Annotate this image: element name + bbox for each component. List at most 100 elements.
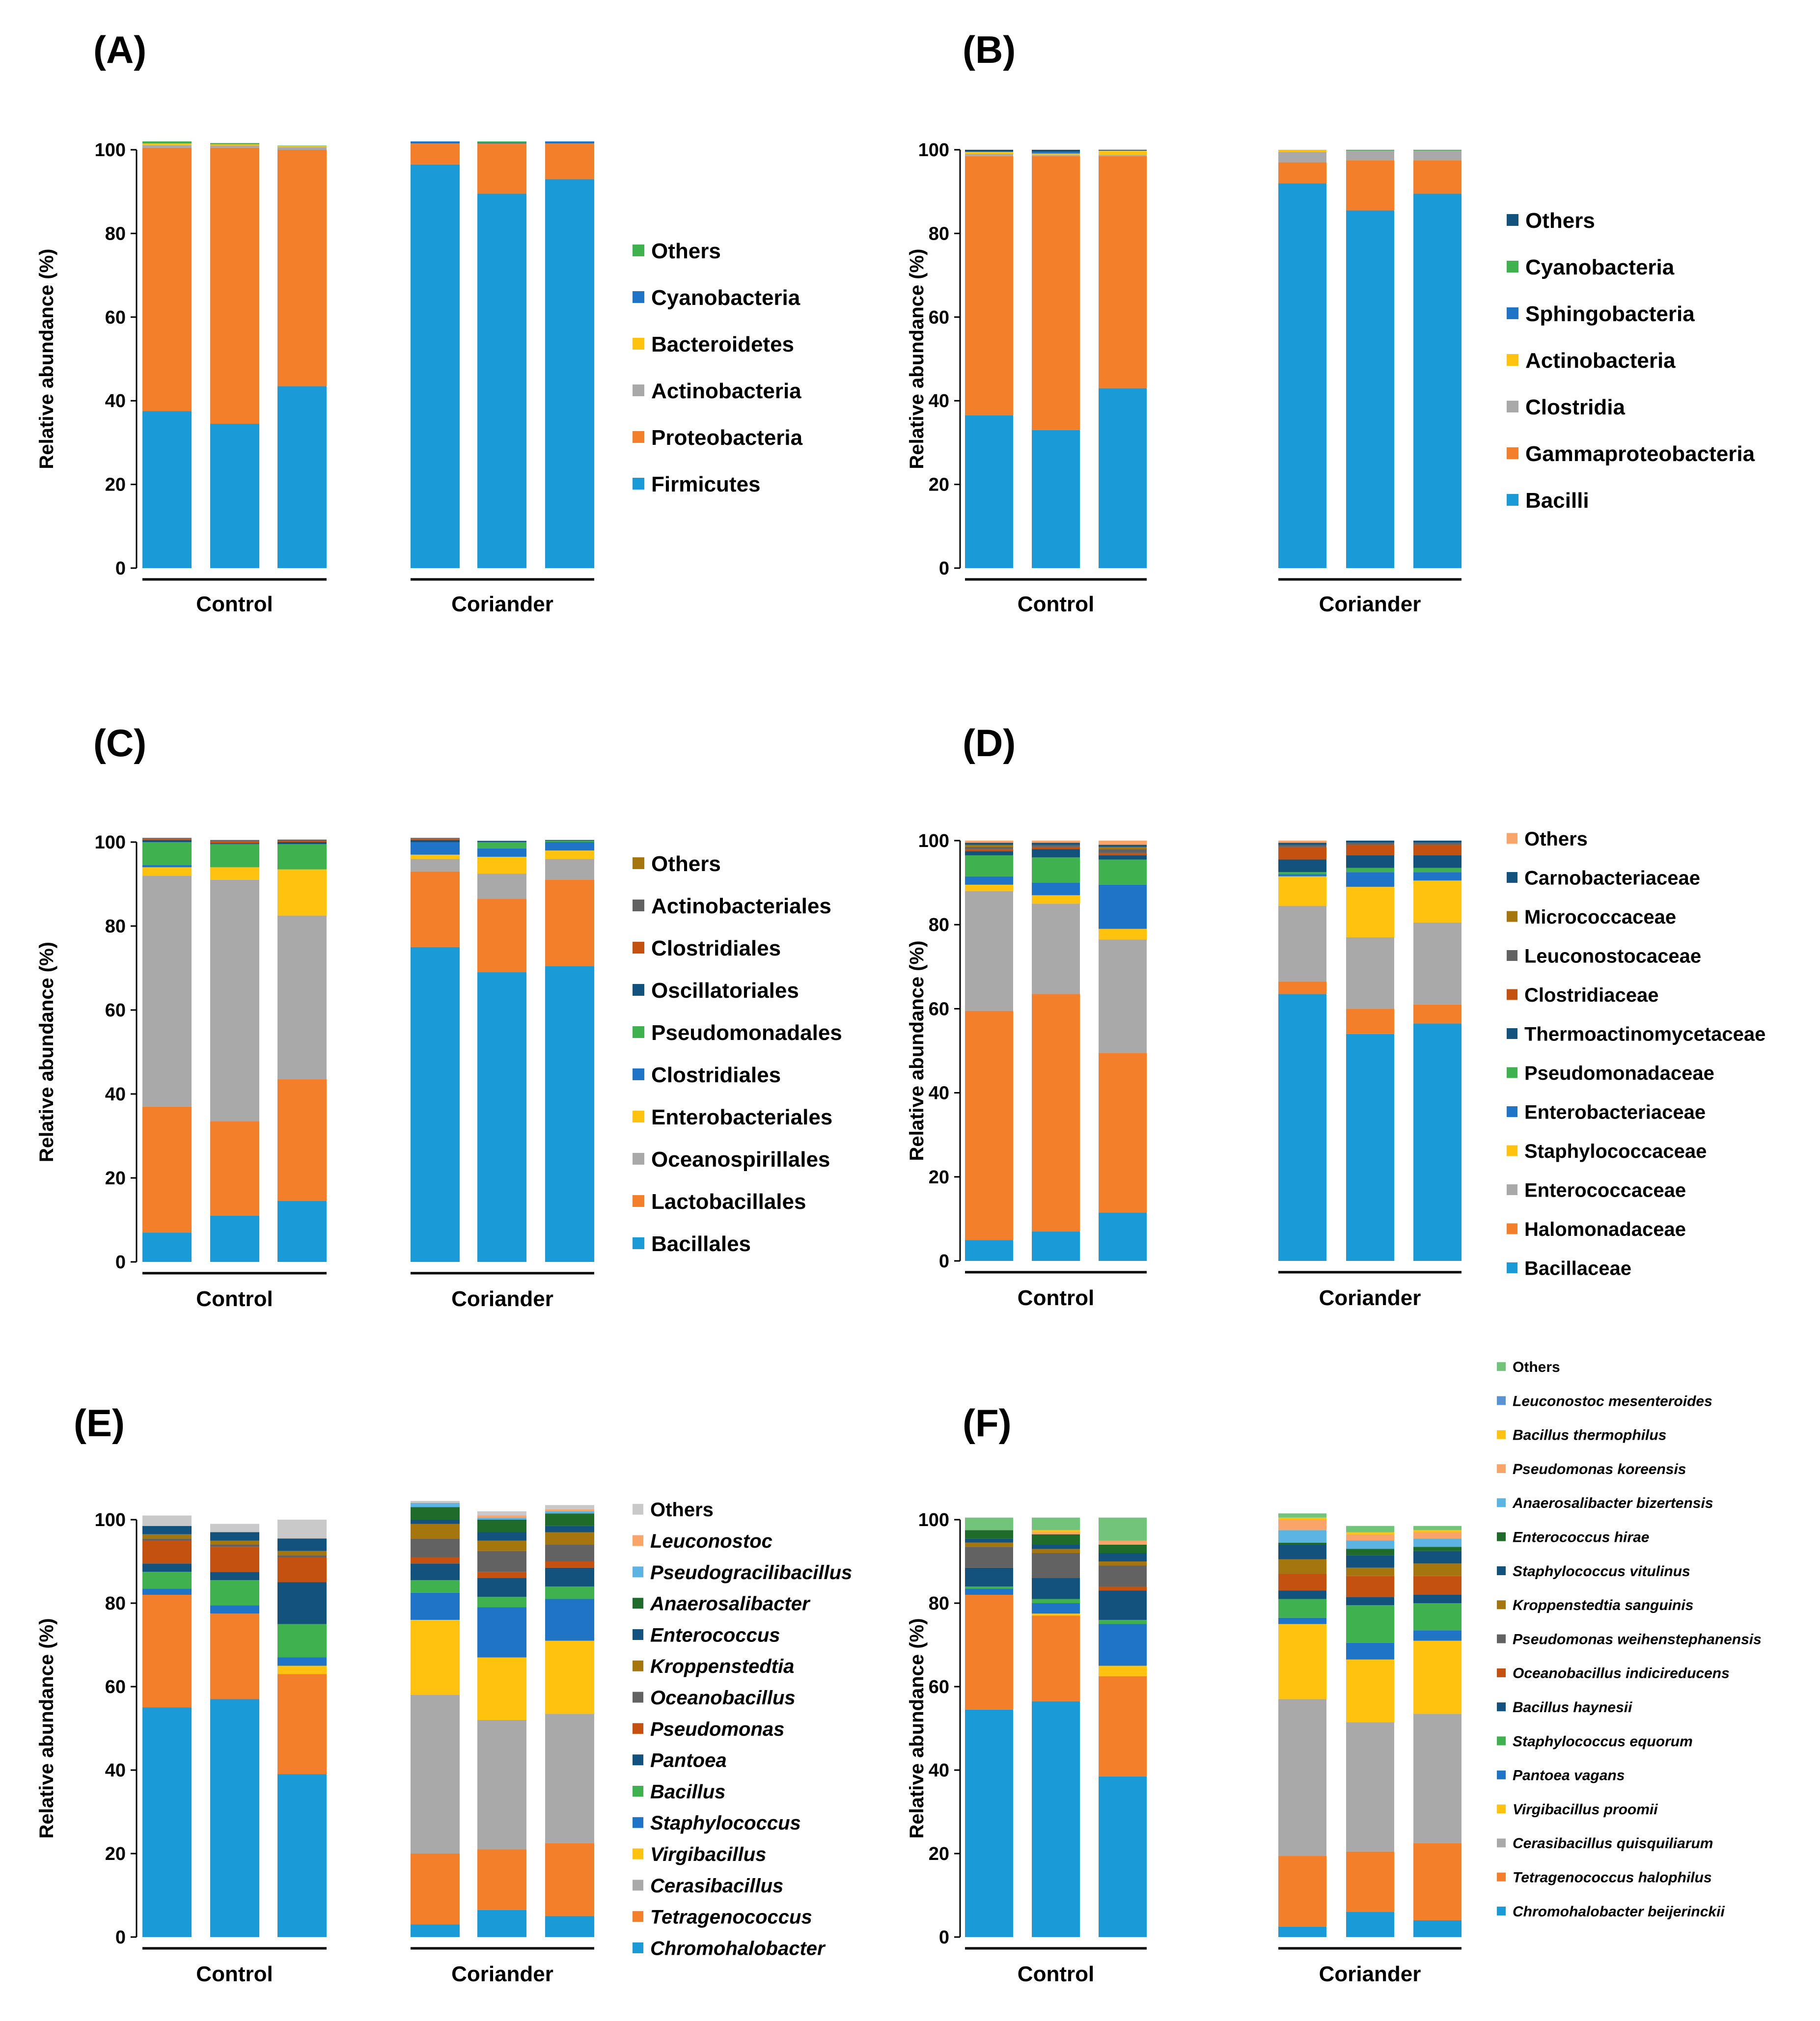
bar-segment — [1413, 1576, 1462, 1595]
bar-segment — [1346, 1534, 1394, 1541]
group-label: Coriander — [451, 1287, 553, 1311]
legend-swatch — [633, 1723, 643, 1734]
bar-segment — [411, 1592, 460, 1620]
bar-segment — [545, 1505, 594, 1509]
legend-swatch — [1507, 1184, 1517, 1195]
legend-swatch — [633, 857, 644, 869]
bar-segment — [1032, 994, 1080, 1232]
legend-label: Virgibacillus — [650, 1844, 766, 1865]
legend-swatch — [1497, 1804, 1506, 1814]
legend-label: Others — [1525, 209, 1595, 233]
legend-label: Enterobacteriaceae — [1524, 1101, 1706, 1123]
legend-swatch — [633, 478, 644, 490]
legend-swatch — [633, 384, 644, 396]
bar-segment — [1099, 853, 1147, 855]
legend-swatch — [633, 1535, 643, 1546]
bar-segment — [1413, 868, 1462, 873]
legend-swatch — [1497, 1907, 1506, 1915]
panel-0: (A) Relative abundance (%) 0 20 40 60 80 100 Con… — [36, 28, 803, 616]
bar-segment — [1099, 1212, 1147, 1261]
legend-swatch — [1507, 1145, 1517, 1156]
bar-segment — [210, 844, 259, 868]
legend-label: Actinobacteriales — [651, 894, 831, 918]
bar-segment — [210, 1613, 259, 1699]
bar-segment — [277, 1520, 327, 1539]
bar-segment — [210, 143, 259, 144]
bar-segment — [411, 1563, 460, 1581]
bar-segment — [210, 1540, 259, 1545]
bar-segment — [965, 845, 1013, 847]
legend-label: Actinobacteria — [1525, 349, 1676, 373]
bar-segment — [1346, 1851, 1394, 1912]
legend-swatch — [1507, 214, 1518, 226]
bar-segment — [545, 141, 594, 144]
bar-segment — [1413, 1530, 1462, 1532]
bar-segment — [411, 1924, 460, 1937]
bar-segment — [545, 850, 594, 859]
bar-segment — [545, 840, 594, 841]
bar-segment — [1099, 1561, 1147, 1566]
legend-label: Enterococcus — [650, 1624, 780, 1646]
y-tick-label: 80 — [929, 915, 949, 935]
legend-label: Staphylococcaceae — [1524, 1141, 1707, 1162]
legend-label: Enterobacteriales — [651, 1105, 832, 1129]
bar-segment — [210, 1215, 259, 1262]
bar-segment — [1278, 1545, 1326, 1559]
bar-segment — [545, 1599, 594, 1641]
y-axis-label: Relative abundance (%) — [906, 248, 928, 469]
bar-segment — [1413, 845, 1462, 855]
bar-segment — [1032, 895, 1080, 904]
bar-segment — [1346, 150, 1394, 161]
bar-segment — [1346, 845, 1394, 855]
y-tick-label: 20 — [929, 1844, 949, 1864]
legend-swatch — [633, 1660, 643, 1671]
legend-label: Bacteroidetes — [651, 332, 794, 356]
bar-segment — [1413, 1920, 1462, 1937]
bar-segment — [411, 839, 460, 840]
bar-segment — [411, 1580, 460, 1593]
legend-label: Kroppenstedtia — [650, 1656, 794, 1677]
bar-segment — [545, 1714, 594, 1843]
bar-segment — [142, 842, 192, 866]
bar-segment — [1346, 1532, 1394, 1534]
bar-segment — [1032, 857, 1080, 883]
bar-segment — [210, 1524, 259, 1532]
bar-segment — [1413, 1004, 1462, 1024]
bar-segment — [1099, 849, 1147, 853]
bar-segment — [210, 1699, 259, 1937]
bar-segment — [1346, 1597, 1394, 1606]
legend-swatch — [1507, 1106, 1517, 1117]
legend-swatch — [1497, 1736, 1506, 1746]
legend-swatch — [633, 1195, 644, 1207]
legend-swatch — [1497, 1770, 1506, 1779]
legend-label: Lactobacillales — [651, 1190, 806, 1214]
bar-segment — [1032, 1517, 1080, 1530]
legend-label: Anaerosalibacter bizertensis — [1512, 1495, 1713, 1511]
bar-segment — [477, 1578, 526, 1597]
legend-swatch — [1497, 1464, 1506, 1474]
bar-segment — [411, 143, 460, 164]
y-tick-label: 0 — [939, 1251, 949, 1272]
legend-label: Pseudogracilibacillus — [650, 1562, 852, 1584]
bar-segment — [1099, 884, 1147, 929]
bar-segment — [477, 1515, 526, 1518]
bar-segment — [477, 972, 526, 1262]
panel-2: (C) Relative abundance (%) 0 20 40 60 80 100 Con… — [36, 721, 842, 1311]
bar-segment — [1099, 1517, 1147, 1541]
bar-segment — [477, 1849, 526, 1910]
bar-segment — [210, 843, 259, 845]
bar-segment — [210, 1532, 259, 1541]
y-tick-label: 80 — [929, 1593, 949, 1614]
bar-segment — [1413, 1714, 1462, 1843]
legend-label: Staphylococcus vitulinus — [1513, 1563, 1690, 1580]
bar-segment — [1413, 922, 1462, 1005]
bar-segment — [1278, 905, 1326, 982]
panel-label: (D) — [963, 721, 1016, 765]
legend-swatch — [1507, 989, 1517, 1000]
bar-segment — [965, 841, 1013, 843]
bar-segment — [477, 1517, 526, 1520]
legend-swatch — [1507, 401, 1518, 412]
y-tick-label: 60 — [105, 307, 126, 328]
bar-segment — [1032, 1545, 1080, 1549]
legend-label: Clostridiales — [651, 936, 781, 960]
